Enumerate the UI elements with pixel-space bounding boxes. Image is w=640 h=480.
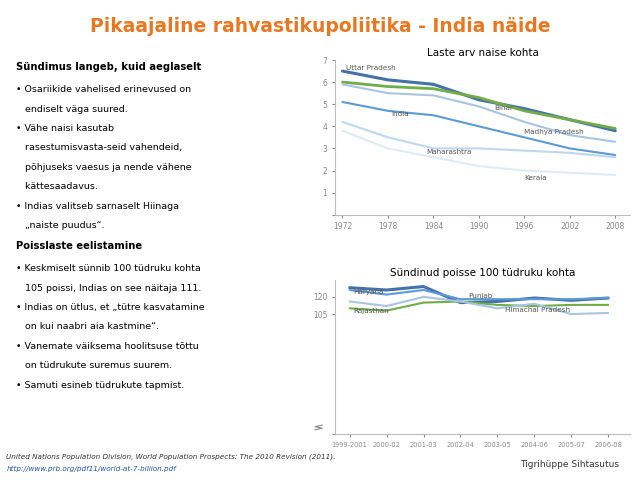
Text: Poisslaste eelistamine: Poisslaste eelistamine [16,241,142,251]
Text: • Osariikide vahelised erinevused on: • Osariikide vahelised erinevused on [16,85,191,94]
Text: Uttar Pradesh: Uttar Pradesh [346,65,396,72]
Text: „naiste puudus“.: „naiste puudus“. [16,221,104,230]
Text: rasestumisvasta-seid vahendeid,: rasestumisvasta-seid vahendeid, [16,144,182,153]
Text: endiselt väga suured.: endiselt väga suured. [16,105,127,114]
Text: • Indias on ütlus, et „tütre kasvatamine: • Indias on ütlus, et „tütre kasvatamine [16,303,204,312]
Text: • Vähe naisi kasutab: • Vähe naisi kasutab [16,124,114,133]
Text: Punjab: Punjab [468,293,492,300]
Text: Kerala: Kerala [524,175,547,180]
Text: • Indias valitseb sarnaselt Hiinaga: • Indias valitseb sarnaselt Hiinaga [16,202,179,211]
Text: http://www.prb.org/pdf11/world-at-7-billion.pdf: http://www.prb.org/pdf11/world-at-7-bill… [6,466,176,472]
Text: 105 poissi, Indias on see näitaja 111.: 105 poissi, Indias on see näitaja 111. [16,284,201,292]
Text: • Samuti esineb tüdrukute tapmist.: • Samuti esineb tüdrukute tapmist. [16,381,184,390]
Text: Haryana: Haryana [353,289,384,295]
Text: Pikaajaline rahvastikupoliitika - India näide: Pikaajaline rahvastikupoliitika - India … [90,17,550,36]
Text: on tüdrukute suremus suurem.: on tüdrukute suremus suurem. [16,361,172,371]
Text: Maharashtra: Maharashtra [426,149,471,156]
Text: Madhya Pradesh: Madhya Pradesh [524,129,584,135]
Text: Rajasthan: Rajasthan [353,308,389,314]
Title: Laste arv naise kohta: Laste arv naise kohta [427,48,539,58]
Text: • Vanemate väiksema hoolitsuse tõttu: • Vanemate väiksema hoolitsuse tõttu [16,342,198,351]
Title: Sündinud poisse 100 tüdruku kohta: Sündinud poisse 100 tüdruku kohta [390,267,575,277]
Text: • Keskmiselt sünnib 100 tüdruku kohta: • Keskmiselt sünnib 100 tüdruku kohta [16,264,200,273]
Text: on kui naabri aia kastmine“.: on kui naabri aia kastmine“. [16,323,159,332]
Text: Sündimus langeb, kuid aeglaselt: Sündimus langeb, kuid aeglaselt [16,62,201,72]
Text: India: India [392,111,410,117]
Text: Himachal Pradesh: Himachal Pradesh [505,307,570,313]
Text: Tigrihüppe Sihtasutus: Tigrihüppe Sihtasutus [520,460,619,469]
Text: põhjuseks vaesus ja nende vähene: põhjuseks vaesus ja nende vähene [16,163,191,172]
Text: United Nations Population Division, World Population Prospects: The 2010 Revisio: United Nations Population Division, Worl… [6,454,336,460]
Text: kättesaadavus.: kättesaadavus. [16,182,97,192]
Text: Bihar: Bihar [494,105,513,110]
